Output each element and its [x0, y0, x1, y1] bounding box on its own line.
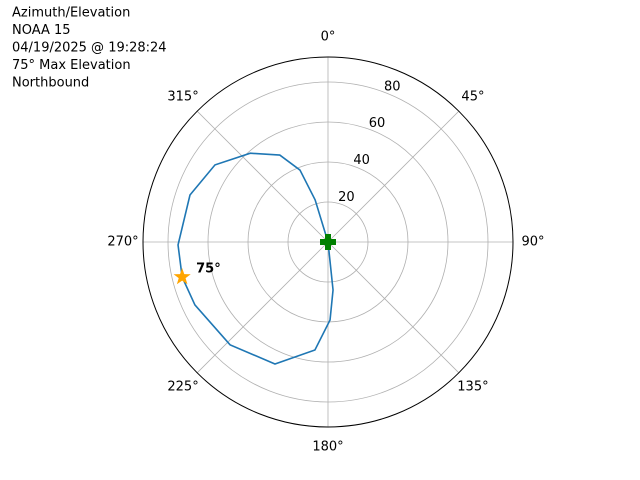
- theta-tick-label: 45°: [461, 90, 484, 105]
- max-elevation-label: 75°: [196, 262, 221, 277]
- title-line: Northbound: [12, 76, 89, 91]
- theta-grid-line: [327, 110, 460, 243]
- r-tick-label: 40: [353, 153, 370, 168]
- r-tick-label: 80: [384, 79, 401, 94]
- max-elevation-marker: [173, 268, 191, 285]
- start-marker: [320, 234, 336, 250]
- theta-tick-label: 315°: [167, 90, 198, 105]
- title-line: 04/19/2025 @ 19:28:24: [12, 41, 167, 56]
- r-tick-label: 60: [369, 116, 386, 131]
- r-tick-label: 20: [338, 190, 355, 205]
- theta-grid-line: [196, 241, 329, 374]
- theta-grid-line: [327, 241, 460, 374]
- title-line: NOAA 15: [12, 23, 71, 38]
- theta-tick-label: 90°: [521, 235, 544, 250]
- theta-tick-label: 270°: [107, 235, 138, 250]
- pass-track: [177, 152, 334, 365]
- theta-tick-label: 135°: [457, 379, 488, 394]
- polar-frame: [142, 56, 514, 428]
- title-line: Azimuth/Elevation: [12, 6, 130, 21]
- theta-tick-label: 225°: [167, 379, 198, 394]
- theta-tick-label: 180°: [312, 440, 343, 455]
- theta-grid-line: [196, 110, 329, 243]
- theta-tick-label: 0°: [321, 30, 336, 45]
- title-line: 75° Max Elevation: [12, 58, 131, 73]
